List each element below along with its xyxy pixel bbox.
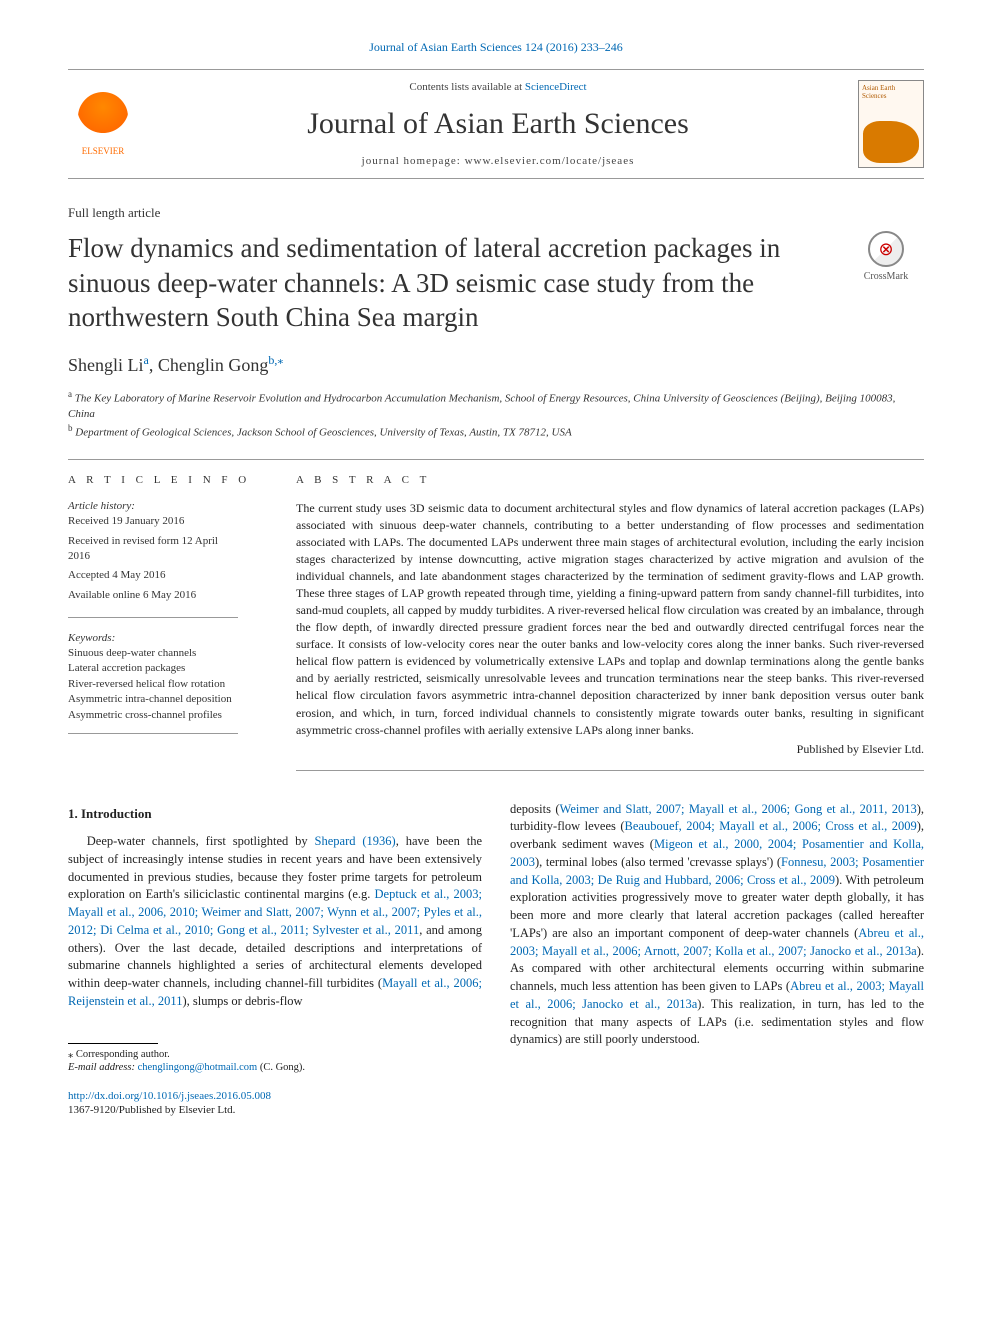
homepage-line: journal homepage: www.elsevier.com/locat… — [138, 155, 858, 167]
author-name: Shengli Li — [68, 355, 144, 375]
section-heading: 1. Introduction — [68, 805, 482, 823]
keyword: Sinuous deep-water channels — [68, 646, 238, 661]
corresponding-mark: ⁎ — [277, 353, 283, 367]
keywords-head: Keywords: — [68, 632, 238, 644]
article-info-label: A R T I C L E I N F O — [68, 474, 266, 486]
history-line: Available online 6 May 2016 — [68, 588, 238, 603]
cover-map-icon — [863, 121, 919, 163]
footnote-rule — [68, 1043, 158, 1044]
keyword: Asymmetric cross-channel profiles — [68, 708, 238, 723]
email-note: E-mail address: chenglingong@hotmail.com… — [68, 1061, 482, 1075]
keywords-block: Keywords: Sinuous deep-water channels La… — [68, 632, 238, 734]
article-info-column: A R T I C L E I N F O Article history: R… — [68, 459, 286, 770]
keyword: Lateral accretion packages — [68, 661, 238, 676]
history-line: Accepted 4 May 2016 — [68, 568, 238, 583]
email-person: (C. Gong). — [260, 1062, 305, 1073]
contents-prefix: Contents lists available at — [409, 81, 524, 93]
body-text: ), terminal lobes (also termed 'crevasse… — [535, 855, 781, 869]
bibliographic-line: Journal of Asian Earth Sciences 124 (201… — [68, 40, 924, 55]
author-list: Shengli Lia, Chenglin Gongb,⁎ — [68, 353, 924, 376]
affil-mark: a — [144, 353, 149, 367]
elsevier-tree-icon — [78, 92, 128, 142]
journal-name: Journal of Asian Earth Sciences — [138, 107, 858, 141]
affiliation-b: b Department of Geological Sciences, Jac… — [68, 422, 924, 441]
affiliations: a The Key Laboratory of Marine Reservoir… — [68, 388, 924, 441]
body-columns: 1. Introduction Deep-water channels, fir… — [68, 801, 924, 1118]
info-abstract-row: A R T I C L E I N F O Article history: R… — [68, 459, 924, 770]
elsevier-wordmark: ELSEVIER — [68, 146, 138, 156]
title-row: Flow dynamics and sedimentation of later… — [68, 231, 924, 335]
body-text: ), slumps or debris-flow — [182, 994, 302, 1008]
abstract-text: The current study uses 3D seismic data t… — [296, 500, 924, 770]
keyword: Asymmetric intra-channel deposition — [68, 692, 238, 707]
masthead: ELSEVIER Contents lists available at Sci… — [68, 69, 924, 179]
citation-link[interactable]: Beaubouef, 2004; Mayall et al., 2006; Cr… — [625, 819, 917, 833]
masthead-center: Contents lists available at ScienceDirec… — [138, 81, 858, 167]
homepage-prefix: journal homepage: — [362, 155, 465, 167]
history-line: Received in revised form 12 April 2016 — [68, 534, 238, 565]
article-type: Full length article — [68, 205, 924, 221]
email-link[interactable]: chenglingong@hotmail.com — [138, 1062, 258, 1073]
history-block: Article history: Received 19 January 201… — [68, 500, 238, 618]
abstract-label: A B S T R A C T — [296, 474, 924, 486]
homepage-url[interactable]: www.elsevier.com/locate/jseaes — [465, 155, 635, 167]
doi-block: http://dx.doi.org/10.1016/j.jseaes.2016.… — [68, 1089, 482, 1118]
issn-line: 1367-9120/Published by Elsevier Ltd. — [68, 1103, 482, 1117]
body-paragraph: Deep-water channels, first spotlighted b… — [68, 833, 482, 1011]
affiliation-a: a The Key Laboratory of Marine Reservoir… — [68, 388, 924, 422]
footnote-text: Corresponding author. — [76, 1049, 170, 1060]
crossmark-label: CrossMark — [864, 271, 908, 282]
journal-page: Journal of Asian Earth Sciences 124 (201… — [0, 0, 992, 1157]
sciencedirect-link[interactable]: ScienceDirect — [525, 81, 587, 93]
contents-line: Contents lists available at ScienceDirec… — [138, 81, 858, 93]
elsevier-logo: ELSEVIER — [68, 92, 138, 156]
history-line: Received 19 January 2016 — [68, 514, 238, 529]
body-text: deposits ( — [510, 802, 560, 816]
crossmark-icon: ⊗ — [868, 231, 904, 267]
body-text: Deep-water channels, first spotlighted b… — [87, 834, 315, 848]
keyword: River-reversed helical flow rotation — [68, 677, 238, 692]
doi-link[interactable]: http://dx.doi.org/10.1016/j.jseaes.2016.… — [68, 1089, 482, 1103]
abstract-column: A B S T R A C T The current study uses 3… — [286, 459, 924, 770]
corresponding-note: ⁎ Corresponding author. — [68, 1048, 482, 1062]
history-head: Article history: — [68, 500, 238, 512]
citation-link[interactable]: Weimer and Slatt, 2007; Mayall et al., 2… — [560, 802, 917, 816]
footnotes: ⁎ Corresponding author. E-mail address: … — [68, 1048, 482, 1075]
journal-cover-thumb: Asian Earth Sciences — [858, 80, 924, 168]
author-name: Chenglin Gong — [158, 355, 269, 375]
abstract-publisher: Published by Elsevier Ltd. — [296, 741, 924, 758]
affiliation-text: Department of Geological Sciences, Jacks… — [75, 427, 571, 439]
cover-title: Asian Earth Sciences — [862, 84, 920, 100]
citation-link[interactable]: Shepard (1936) — [315, 834, 396, 848]
affiliation-text: The Key Laboratory of Marine Reservoir E… — [68, 392, 895, 419]
abstract-body: The current study uses 3D seismic data t… — [296, 501, 924, 736]
article-title: Flow dynamics and sedimentation of later… — [68, 231, 848, 335]
email-label: E-mail address: — [68, 1062, 135, 1073]
affil-mark: b, — [268, 353, 277, 367]
body-paragraph: deposits (Weimer and Slatt, 2007; Mayall… — [510, 801, 924, 1050]
crossmark-badge[interactable]: ⊗ CrossMark — [848, 231, 924, 282]
